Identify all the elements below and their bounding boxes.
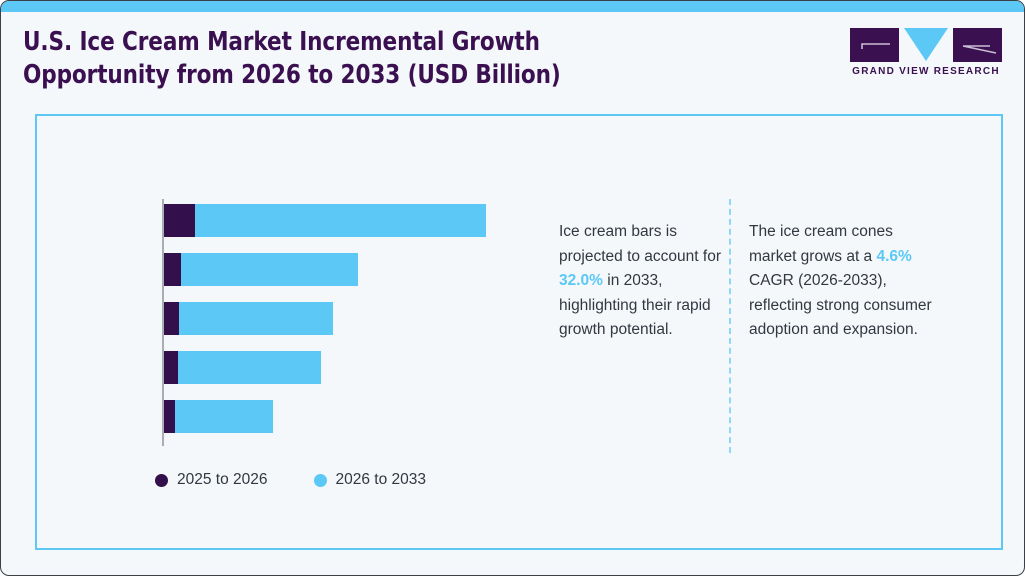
legend-dot-icon bbox=[155, 473, 168, 487]
page-title-line-1: U.S. Ice Cream Market Incremental Growth bbox=[23, 27, 540, 57]
bar-segment-2026-2033[interactable] bbox=[195, 204, 486, 237]
callout-right-highlight: 4.6% bbox=[876, 247, 912, 265]
bar-segment-2026-2033[interactable] bbox=[175, 400, 273, 433]
bar-segment-2025-2026[interactable] bbox=[164, 302, 179, 335]
legend-label: 2026 to 2033 bbox=[335, 471, 427, 488]
bar-segment-2025-2026[interactable] bbox=[164, 351, 178, 384]
gvr-logo-mark bbox=[850, 28, 1002, 62]
bar-segment-2026-2033[interactable] bbox=[179, 302, 333, 335]
callout-right-before: The ice cream cones market grows at a bbox=[749, 223, 893, 265]
bar-track-tubs bbox=[164, 400, 273, 433]
page-title-line-2: Opportunity from 2026 to 2033 (USD Billi… bbox=[23, 60, 561, 90]
legend-item-2026-2033[interactable]: 2026 to 2033 bbox=[313, 471, 427, 489]
bar-segment-2025-2026[interactable] bbox=[164, 253, 181, 286]
chart-legend: 2025 to 2026 2026 to 2033 bbox=[155, 471, 426, 489]
bar-track-cartons bbox=[164, 302, 333, 335]
callout-left-after: in 2033, highlighting their rapid growth… bbox=[559, 272, 711, 339]
gvr-logo-icon bbox=[850, 28, 1002, 62]
callout-divider bbox=[729, 199, 731, 453]
callout-left-before: Ice cream bars is projected to account f… bbox=[559, 223, 721, 265]
top-accent-bar bbox=[1, 1, 1024, 12]
callout-right: The ice cream cones market grows at a 4.… bbox=[749, 220, 939, 343]
bar-segment-2026-2033[interactable] bbox=[181, 253, 358, 286]
bar-segment-2025-2026[interactable] bbox=[164, 400, 175, 433]
callout-left-highlight: 32.0% bbox=[559, 272, 603, 290]
bar-track-cups bbox=[164, 351, 321, 384]
page-title: U.S. Ice Cream Market Incremental Growth… bbox=[23, 26, 681, 92]
bar-segment-2026-2033[interactable] bbox=[178, 351, 321, 384]
legend-dot-icon bbox=[313, 473, 327, 487]
chart-card: Bars Cones Cartons bbox=[35, 114, 1003, 550]
logo-wordmark: GRAND VIEW RESEARCH bbox=[852, 66, 1000, 77]
brand-logo: GRAND VIEW RESEARCH bbox=[850, 28, 1002, 84]
bar-segment-2025-2026[interactable] bbox=[164, 204, 195, 237]
callout-left: Ice cream bars is projected to account f… bbox=[559, 220, 724, 343]
callout-right-after: CAGR (2026-2033), reflecting strong cons… bbox=[749, 272, 932, 339]
bar-chart: Bars Cones Cartons bbox=[37, 116, 537, 552]
legend-label: 2025 to 2026 bbox=[177, 471, 268, 488]
header: U.S. Ice Cream Market Incremental Growth… bbox=[1, 12, 1024, 104]
legend-item-2025-2026[interactable]: 2025 to 2026 bbox=[155, 471, 268, 489]
bar-track-bars bbox=[164, 204, 486, 237]
bar-track-cones bbox=[164, 253, 358, 286]
chart-axis-line bbox=[162, 199, 164, 446]
